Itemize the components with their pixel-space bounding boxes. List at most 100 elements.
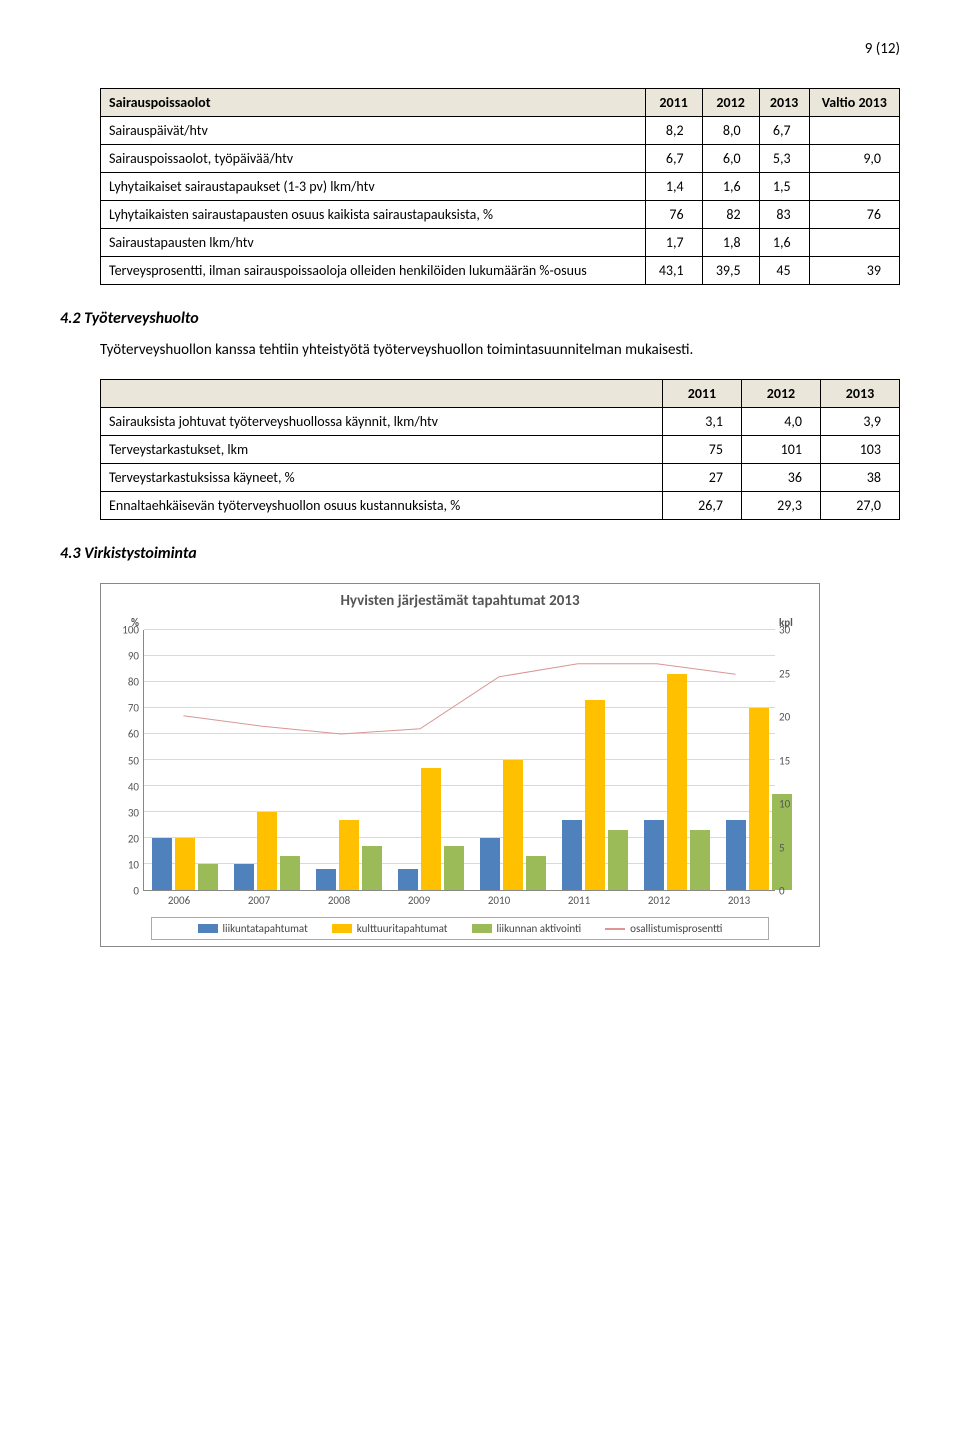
row-label: Terveysprosentti, ilman sairauspoissaolo…: [101, 257, 646, 285]
table-header: Sairauspoissaolot: [101, 89, 646, 117]
table-row: Sairauksista johtuvat työterveyshuolloss…: [101, 408, 900, 436]
row-label: Ennaltaehkäisevän työterveyshuollon osuu…: [101, 492, 663, 520]
chart-bar: [421, 768, 441, 890]
table-row: Sairauspäivät/htv8,28,06,7: [101, 117, 900, 145]
chart-bar: [316, 869, 336, 890]
table-row: Sairauspoissaolot, työpäivää/htv6,76,05,…: [101, 145, 900, 173]
cell-value: 103: [820, 436, 899, 464]
cell-value: 38: [820, 464, 899, 492]
cell-value: 82: [702, 201, 759, 229]
cell-value: 1,7: [645, 229, 702, 257]
cell-value: [809, 173, 899, 201]
chart-x-label: 2006: [139, 891, 219, 907]
cell-value: 6,7: [759, 117, 809, 145]
chart-bar: [526, 856, 546, 890]
cell-value: 26,7: [662, 492, 741, 520]
chart-bar: [503, 760, 523, 890]
cell-value: 3,9: [820, 408, 899, 436]
legend-item: liikunnan aktivointi: [472, 922, 582, 935]
legend-label: liikuntatapahtumat: [223, 922, 308, 935]
chart-x-label: 2009: [379, 891, 459, 907]
chart-x-label: 2012: [619, 891, 699, 907]
cell-value: 101: [741, 436, 820, 464]
cell-value: 45: [759, 257, 809, 285]
section-4-2-title: 4.2 Työterveyshuolto: [60, 309, 900, 328]
legend-label: osallistumisprosentti: [630, 922, 722, 935]
cell-value: 29,3: [741, 492, 820, 520]
cell-value: 3,1: [662, 408, 741, 436]
cell-value: 43,1: [645, 257, 702, 285]
cell-value: 76: [645, 201, 702, 229]
chart-bar: [562, 820, 582, 890]
chart-bar: [480, 838, 500, 890]
cell-value: 4,0: [741, 408, 820, 436]
chart-events-2013: Hyvisten järjestämät tapahtumat 2013 % 0…: [100, 583, 820, 947]
chart-y-axis-left: % 0102030405060708090100: [111, 616, 143, 891]
chart-bar: [234, 864, 254, 890]
chart-bar: [152, 838, 172, 890]
chart-bar-group: [554, 630, 636, 890]
cell-value: 8,0: [702, 117, 759, 145]
chart-x-label: 2010: [459, 891, 539, 907]
legend-item: osallistumisprosentti: [605, 922, 722, 935]
table-header: 2013: [820, 380, 899, 408]
cell-value: 9,0: [809, 145, 899, 173]
page-number: 9 (12): [60, 40, 900, 58]
chart-x-label: 2013: [699, 891, 779, 907]
table-row: Terveystarkastukset, lkm75101103: [101, 436, 900, 464]
row-label: Terveystarkastukset, lkm: [101, 436, 663, 464]
table-sickness-absence: Sairauspoissaolot201120122013Valtio 2013…: [100, 88, 900, 285]
chart-bar: [444, 846, 464, 890]
chart-bar: [280, 856, 300, 890]
chart-bar-group: [226, 630, 308, 890]
cell-value: 1,6: [759, 229, 809, 257]
chart-bar: [749, 708, 769, 890]
row-label: Sairauksista johtuvat työterveyshuolloss…: [101, 408, 663, 436]
chart-bar-group: [144, 630, 226, 890]
table-row: Ennaltaehkäisevän työterveyshuollon osuu…: [101, 492, 900, 520]
cell-value: 75: [662, 436, 741, 464]
legend-swatch: [605, 928, 625, 930]
chart-bar-group: [308, 630, 390, 890]
cell-value: 8,2: [645, 117, 702, 145]
table-row: Sairaustapausten lkm/htv1,71,81,6: [101, 229, 900, 257]
cell-value: 1,6: [702, 173, 759, 201]
legend-item: liikuntatapahtumat: [198, 922, 308, 935]
chart-bar: [608, 830, 628, 890]
chart-x-axis: 20062007200820092010201120122013: [139, 891, 779, 907]
section-4-3-title: 4.3 Virkistystoiminta: [60, 544, 900, 563]
cell-value: 1,4: [645, 173, 702, 201]
cell-value: 1,8: [702, 229, 759, 257]
chart-bar: [585, 700, 605, 890]
chart-legend: liikuntatapahtumat kulttuuritapahtumat lii…: [151, 917, 769, 940]
chart-bar: [175, 838, 195, 890]
row-label: Sairauspäivät/htv: [101, 117, 646, 145]
legend-label: liikunnan aktivointi: [497, 922, 582, 935]
chart-plot-area: [143, 630, 775, 891]
legend-label: kulttuuritapahtumat: [357, 922, 448, 935]
chart-bar-group: [636, 630, 718, 890]
chart-bar: [644, 820, 664, 890]
cell-value: 6,7: [645, 145, 702, 173]
table-header: 2012: [741, 380, 820, 408]
cell-value: 83: [759, 201, 809, 229]
table-header: 2011: [645, 89, 702, 117]
chart-x-label: 2011: [539, 891, 619, 907]
section-4-2-body: Työterveyshuollon kanssa tehtiin yhteist…: [100, 340, 900, 361]
cell-value: 6,0: [702, 145, 759, 173]
table-row: Terveystarkastuksissa käyneet, %273638: [101, 464, 900, 492]
chart-x-label: 2008: [299, 891, 379, 907]
table-header: 2012: [702, 89, 759, 117]
table-header: 2013: [759, 89, 809, 117]
table-row: Lyhytaikaisten sairaustapausten osuus ka…: [101, 201, 900, 229]
chart-bar: [667, 674, 687, 890]
chart-bar: [398, 869, 418, 890]
cell-value: 36: [741, 464, 820, 492]
chart-bar: [257, 812, 277, 890]
legend-item: kulttuuritapahtumat: [332, 922, 448, 935]
chart-bar-group: [390, 630, 472, 890]
table-row: Terveysprosentti, ilman sairauspoissaolo…: [101, 257, 900, 285]
cell-value: [809, 229, 899, 257]
chart-bar: [690, 830, 710, 890]
cell-value: 76: [809, 201, 899, 229]
